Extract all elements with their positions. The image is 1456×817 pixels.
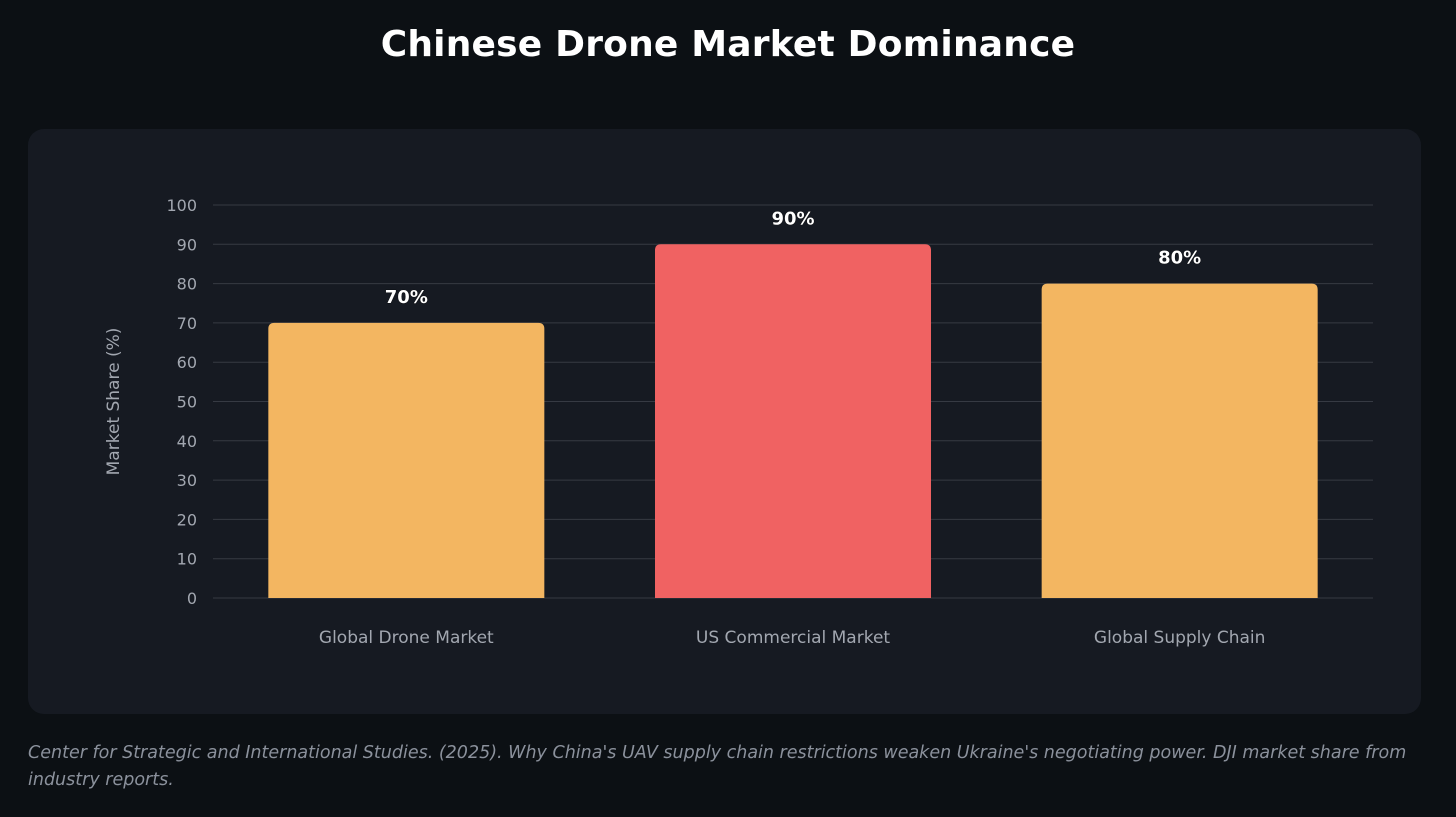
y-tick-label: 20 [177,510,197,529]
bar-chart: 0 10 20 30 40 50 60 70 80 90 100 Market Share (%) 70… [104,196,1373,648]
y-tick-label: 70 [177,314,197,333]
page-title: Chinese Drone Market Dominance [380,24,1076,65]
chart-card: 0 10 20 30 40 50 60 70 80 90 100 Market Share (%) 70… [28,129,1421,714]
y-tick-label: 30 [177,471,197,490]
y-tick-label: 100 [166,196,197,215]
y-tick-label: 0 [187,589,197,608]
y-tick-label: 90 [177,235,197,254]
x-category-label: Global Supply Chain [1094,628,1266,648]
y-tick-label: 50 [177,393,197,412]
y-tick-label: 60 [177,353,197,372]
x-category-label: Global Drone Market [319,628,494,648]
x-category-label: US Commercial Market [696,628,890,648]
bar-value-label: 70% [385,287,428,308]
bar-1 [268,322,545,598]
bar-2 [655,244,931,599]
y-tick-label: 40 [177,432,197,451]
y-tick-label: 80 [177,275,197,294]
bar-value-label: 90% [771,208,814,229]
source-citation: Center for Strategic and International S… [28,743,1407,790]
bar-value-label: 80% [1158,248,1201,269]
y-axis-label: Market Share (%) [104,328,124,476]
y-tick-label: 10 [177,550,197,569]
bar-3 [1041,283,1318,598]
